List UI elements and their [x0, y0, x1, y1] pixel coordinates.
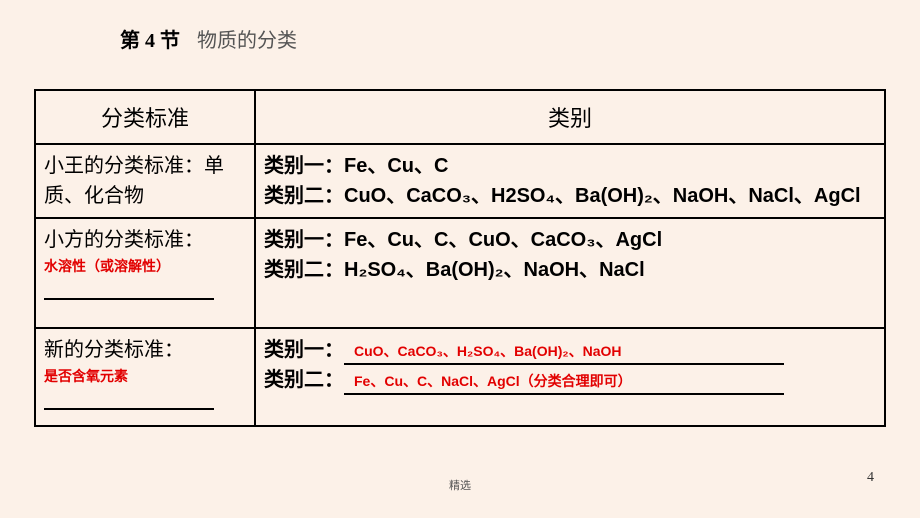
category-label: 类别一：	[264, 155, 344, 177]
table-row: 小王的分类标准：单质、化合物类别一：Fe、Cu、C类别二：CuO、CaCO₃、H…	[35, 144, 885, 218]
category-line-1: 类别一：Fe、Cu、C、CuO、CaCO₃、AgCl	[264, 225, 876, 255]
category-label: 类别一：	[264, 229, 344, 251]
criteria-cell: 小王的分类标准：单质、化合物	[35, 144, 255, 218]
page-number: 4	[867, 470, 874, 486]
blank-underline	[44, 280, 214, 300]
criteria-text: 新的分类标准：	[44, 335, 246, 365]
category-value: Fe、Cu、C、CuO、CaCO₃、AgCl	[344, 229, 662, 251]
page-header: 第 4 节 物质的分类	[0, 0, 920, 53]
footer-selection: 精选	[449, 477, 471, 493]
category-line-2: 类别二：CuO、CaCO₃、H2SO₄、Ba(OH)₂、NaOH、NaCl、Ag…	[264, 181, 876, 211]
classification-table-container: 分类标准 类别 小王的分类标准：单质、化合物类别一：Fe、Cu、C类别二：CuO…	[34, 89, 886, 427]
category-line-2: 类别二：H₂SO₄、Ba(OH)₂、NaOH、NaCl	[264, 255, 876, 285]
category-answer: Fe、Cu、C、NaCl、AgCl（分类合理即可）	[354, 371, 632, 392]
header-criteria: 分类标准	[35, 90, 255, 144]
table-row: 小方的分类标准：水溶性（或溶解性） 类别一：Fe、Cu、C、CuO、CaCO₃、…	[35, 218, 885, 328]
category-label: 类别二：	[264, 185, 344, 207]
header-category: 类别	[255, 90, 885, 144]
criteria-answer: 是否含氧元素	[44, 367, 246, 388]
criteria-text: 小王的分类标准：单质、化合物	[44, 151, 246, 211]
criteria-cell: 小方的分类标准：水溶性（或溶解性）	[35, 218, 255, 328]
category-line-1: 类别一：Fe、Cu、C	[264, 151, 876, 181]
blank-underline-wide: Fe、Cu、C、NaCl、AgCl（分类合理即可）	[344, 375, 784, 395]
criteria-text: 小方的分类标准：	[44, 225, 246, 255]
blank-underline-wide: CuO、CaCO₃、H₂SO₄、Ba(OH)₂、NaOH	[344, 345, 784, 365]
section-number: 第 4 节	[120, 30, 180, 52]
criteria-cell: 新的分类标准：是否含氧元素	[35, 328, 255, 426]
section-title: 物质的分类	[197, 30, 297, 52]
category-cell: 类别一：CuO、CaCO₃、H₂SO₄、Ba(OH)₂、NaOH类别二：Fe、C…	[255, 328, 885, 426]
category-answer: CuO、CaCO₃、H₂SO₄、Ba(OH)₂、NaOH	[354, 341, 622, 362]
category-cell: 类别一：Fe、Cu、C、CuO、CaCO₃、AgCl类别二：H₂SO₄、Ba(O…	[255, 218, 885, 328]
blank-underline	[44, 390, 214, 410]
category-value: CuO、CaCO₃、H2SO₄、Ba(OH)₂、NaOH、NaCl、AgCl	[344, 185, 861, 207]
category-label: 类别二：	[264, 369, 344, 391]
category-label: 类别二：	[264, 259, 344, 281]
category-line-1: 类别一：CuO、CaCO₃、H₂SO₄、Ba(OH)₂、NaOH	[264, 335, 876, 365]
classification-table: 分类标准 类别 小王的分类标准：单质、化合物类别一：Fe、Cu、C类别二：CuO…	[34, 89, 886, 427]
category-value: H₂SO₄、Ba(OH)₂、NaOH、NaCl	[344, 259, 645, 281]
category-line-2: 类别二：Fe、Cu、C、NaCl、AgCl（分类合理即可）	[264, 365, 876, 395]
criteria-answer: 水溶性（或溶解性）	[44, 257, 246, 278]
table-row: 新的分类标准：是否含氧元素类别一：CuO、CaCO₃、H₂SO₄、Ba(OH)₂…	[35, 328, 885, 426]
category-cell: 类别一：Fe、Cu、C类别二：CuO、CaCO₃、H2SO₄、Ba(OH)₂、N…	[255, 144, 885, 218]
category-label: 类别一：	[264, 339, 344, 361]
category-value: Fe、Cu、C	[344, 155, 448, 177]
